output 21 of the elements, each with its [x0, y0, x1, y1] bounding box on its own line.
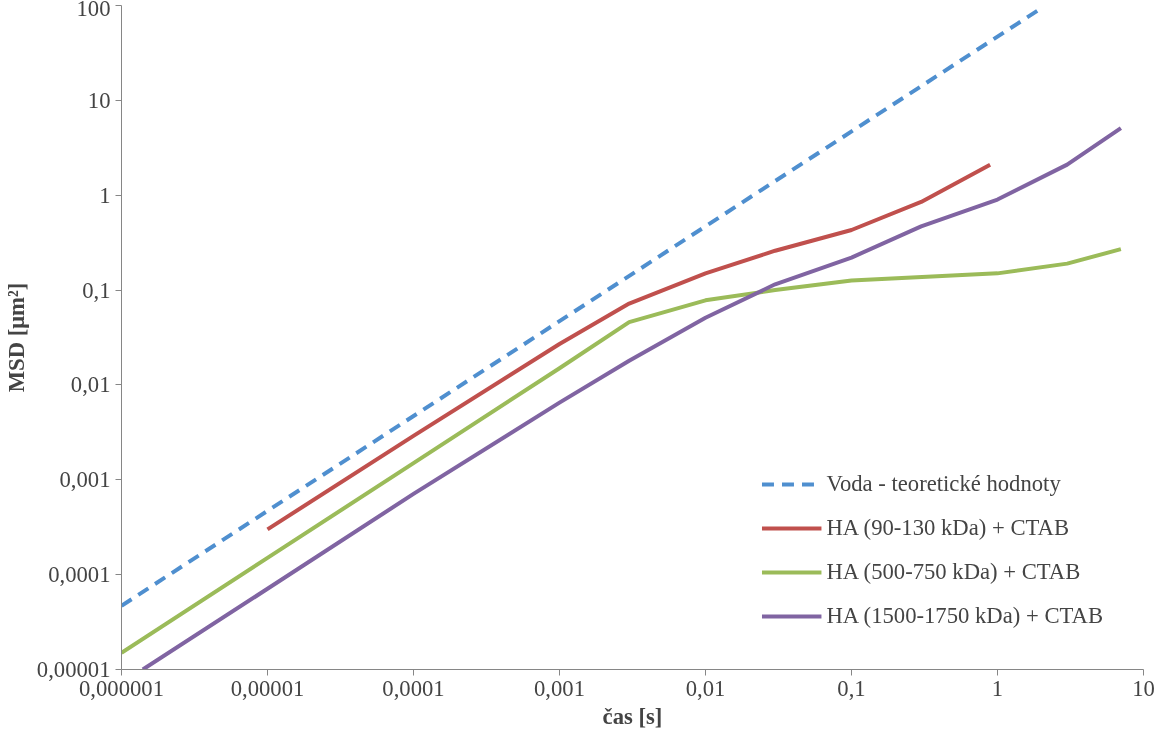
legend-label: HA (1500-1750 kDa) + CTAB — [826, 603, 1103, 629]
y-tick-label: 1 — [99, 182, 111, 208]
x-tick-label: 0,1 — [837, 675, 866, 701]
y-tick-label: 0,1 — [82, 277, 111, 303]
x-tick-label: 0,0001 — [382, 675, 445, 701]
legend-label: Voda - teoretické hodnoty — [826, 471, 1061, 497]
y-tick-label: 100 — [76, 0, 111, 21]
x-tick-label: 0,001 — [534, 675, 585, 701]
y-tick-label: 0,001 — [59, 467, 111, 493]
y-tick-label: 0,0001 — [48, 562, 111, 588]
legend-label: HA (500-750 kDa) + CTAB — [826, 559, 1081, 585]
legend-label: HA (90-130 kDa) + CTAB — [826, 515, 1070, 541]
x-axis-title: čas [s] — [602, 703, 663, 729]
y-axis-title: MSD [μm²] — [3, 282, 29, 393]
y-tick-label: 0,01 — [70, 372, 111, 398]
y-tick-label: 10 — [87, 87, 111, 113]
x-tick-label: 10 — [1132, 675, 1155, 701]
x-tick-label: 0,01 — [685, 675, 726, 701]
x-tick-label: 1 — [991, 675, 1004, 701]
x-tick-label: 0,00001 — [230, 675, 305, 701]
y-tick-label: 0,00001 — [36, 657, 111, 682]
